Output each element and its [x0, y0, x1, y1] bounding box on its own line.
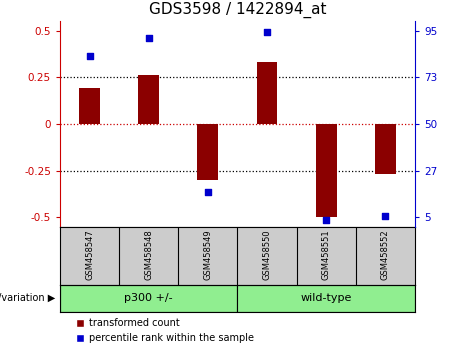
Text: GSM458547: GSM458547 — [85, 229, 94, 280]
Bar — [79, 88, 100, 124]
Bar — [316, 124, 337, 217]
Point — [204, 189, 212, 194]
Point — [322, 218, 330, 223]
Point — [86, 53, 93, 59]
Point — [145, 35, 152, 40]
Bar — [138, 75, 159, 124]
Text: GSM458550: GSM458550 — [262, 229, 272, 280]
Text: GSM458551: GSM458551 — [322, 229, 331, 280]
Text: GSM458548: GSM458548 — [144, 229, 153, 280]
Text: genotype/variation ▶: genotype/variation ▶ — [0, 293, 55, 303]
Text: GSM458549: GSM458549 — [203, 229, 213, 280]
Legend: transformed count, percentile rank within the sample: transformed count, percentile rank withi… — [74, 316, 255, 345]
Text: GSM458552: GSM458552 — [381, 229, 390, 280]
Bar — [197, 124, 218, 180]
Point — [263, 29, 271, 34]
Bar — [257, 62, 278, 124]
Bar — [375, 124, 396, 174]
Title: GDS3598 / 1422894_at: GDS3598 / 1422894_at — [148, 2, 326, 18]
Text: p300 +/-: p300 +/- — [124, 293, 173, 303]
Bar — [237, 285, 415, 312]
Text: wild-type: wild-type — [301, 293, 352, 303]
Point — [382, 213, 389, 219]
Bar — [60, 285, 237, 312]
